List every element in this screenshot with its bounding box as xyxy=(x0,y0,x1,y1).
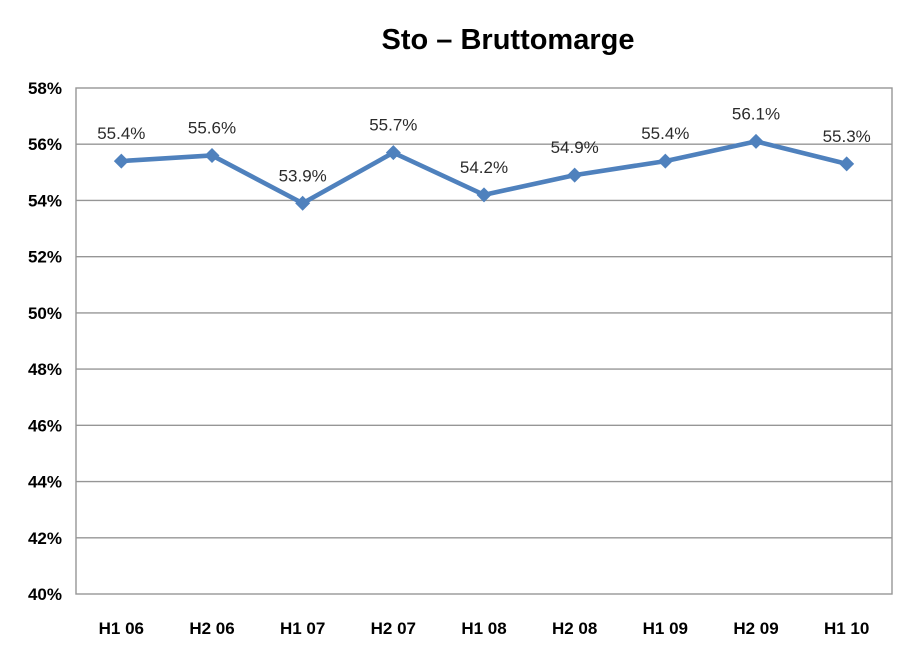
data-point-marker xyxy=(295,195,311,211)
data-label: 55.6% xyxy=(188,118,236,137)
x-tick-label: H1 10 xyxy=(824,619,869,638)
data-point-marker xyxy=(839,156,855,172)
data-label: 55.4% xyxy=(641,124,689,143)
y-tick-label: 42% xyxy=(28,529,62,548)
data-point-marker xyxy=(113,153,129,169)
data-point-marker xyxy=(567,167,583,183)
y-tick-label: 46% xyxy=(28,416,62,435)
y-tick-label: 50% xyxy=(28,304,62,323)
y-tick-label: 52% xyxy=(28,248,62,267)
data-point-marker xyxy=(748,133,764,149)
data-point-marker xyxy=(204,147,220,163)
x-tick-label: H2 07 xyxy=(371,619,416,638)
data-point-marker xyxy=(385,145,401,161)
data-point-marker xyxy=(657,153,673,169)
data-label: 56.1% xyxy=(732,104,780,123)
x-tick-label: H2 06 xyxy=(189,619,234,638)
x-tick-label: H1 09 xyxy=(643,619,688,638)
data-label: 54.2% xyxy=(460,158,508,177)
plot-area-border xyxy=(75,87,893,595)
y-tick-label: 56% xyxy=(28,135,62,154)
x-tick-label: H1 06 xyxy=(99,619,144,638)
x-tick-label: H1 08 xyxy=(461,619,506,638)
chart-title: Sto – Bruttomarge xyxy=(381,24,635,56)
x-tick-label: H1 07 xyxy=(280,619,325,638)
y-tick-label: 48% xyxy=(28,360,62,379)
y-tick-label: 54% xyxy=(28,191,62,210)
data-label: 55.7% xyxy=(369,116,417,135)
data-label: 55.4% xyxy=(97,124,145,143)
y-tick-label: 58% xyxy=(28,79,62,98)
x-tick-label: H2 09 xyxy=(733,619,778,638)
data-label: 53.9% xyxy=(279,166,327,185)
data-label: 54.9% xyxy=(551,138,599,157)
y-tick-label: 40% xyxy=(28,585,62,604)
y-tick-label: 44% xyxy=(28,473,62,492)
data-label: 55.3% xyxy=(823,127,871,146)
x-tick-label: H2 08 xyxy=(552,619,597,638)
data-point-marker xyxy=(476,187,492,203)
